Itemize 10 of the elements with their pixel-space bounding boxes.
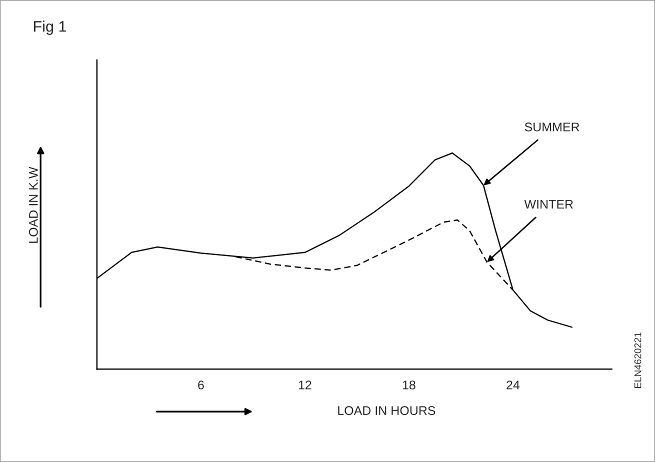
x-tick-label: 18 [402, 380, 416, 390]
x-tick-label: 12 [298, 380, 312, 390]
y-axis-title: LOAD IN K.W [28, 166, 38, 243]
x-tick-label: 6 [198, 380, 204, 390]
x-axis-title: LOAD IN HOURS [338, 406, 436, 415]
text: WINTER [524, 200, 573, 209]
text: ELN4620221 [634, 332, 642, 388]
text: SUMMER [524, 122, 580, 132]
x-tick-label: 24 [506, 380, 520, 390]
chart-title: Fig 1 [34, 20, 66, 35]
